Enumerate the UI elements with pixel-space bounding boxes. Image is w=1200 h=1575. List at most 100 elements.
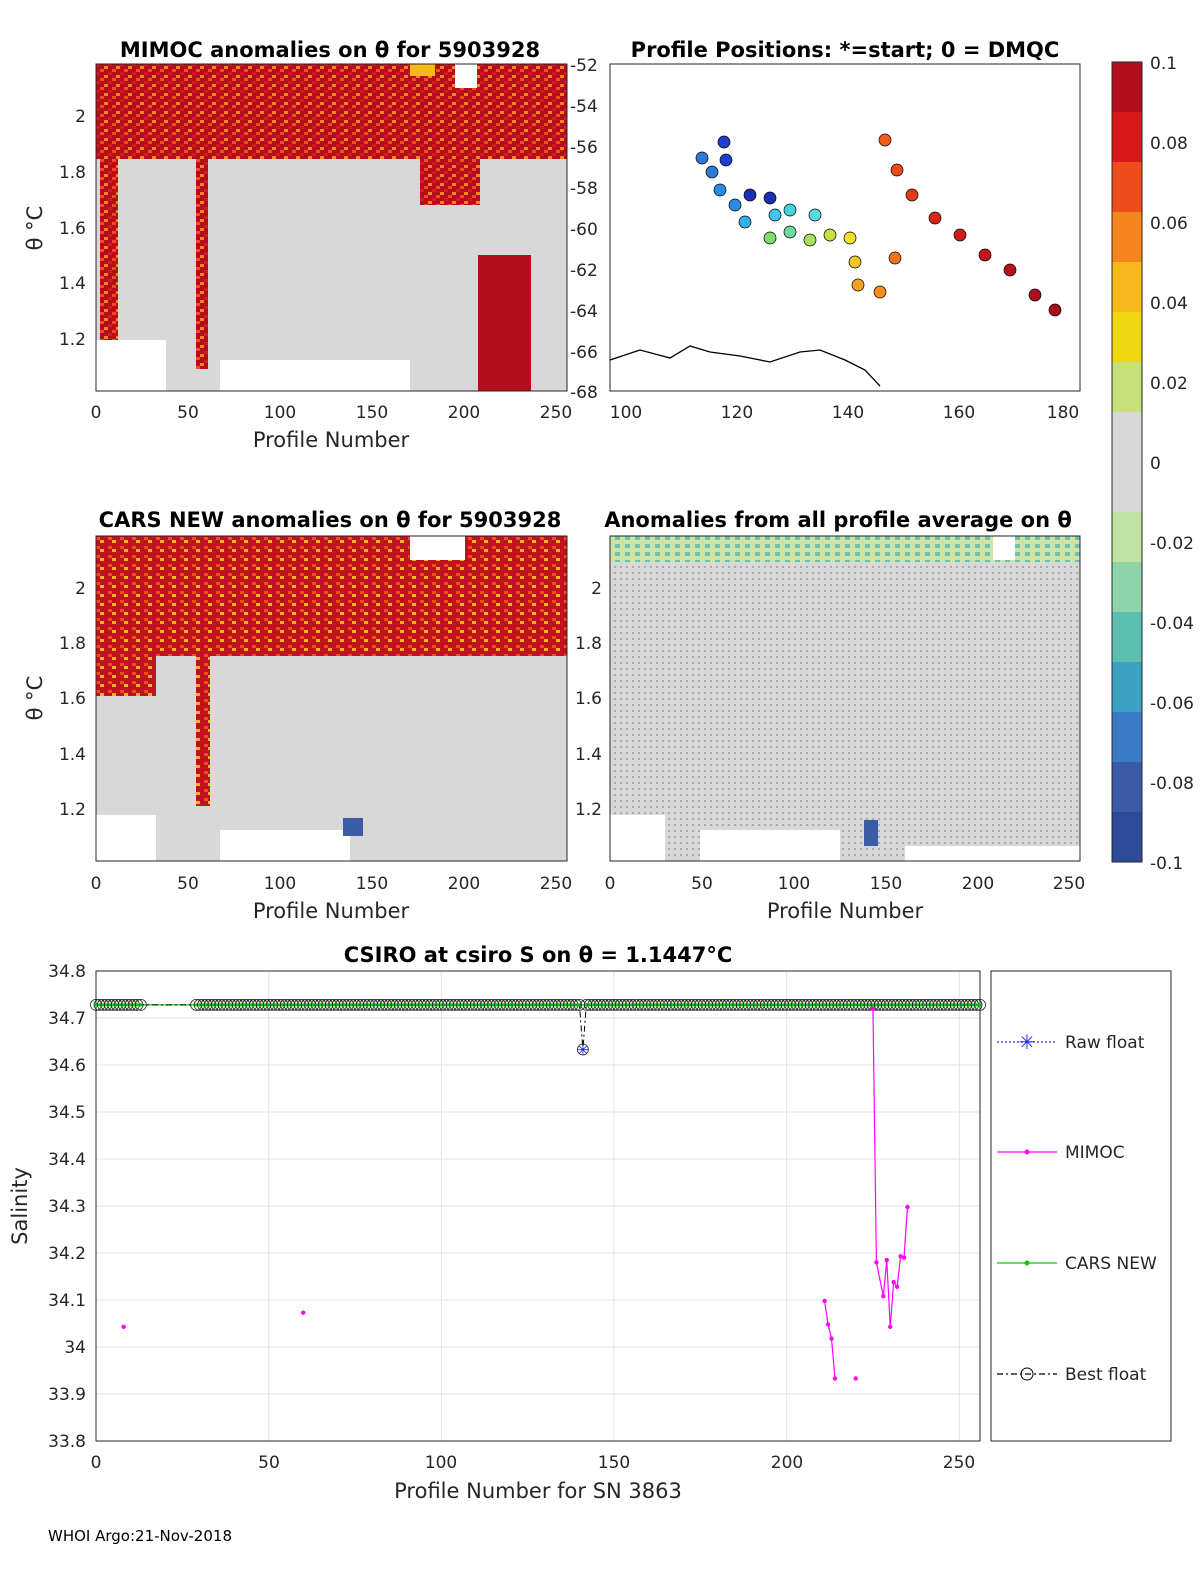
best-float-point	[970, 998, 983, 1011]
cars-ytick: 2	[75, 579, 86, 599]
cars-new-point	[225, 1003, 229, 1007]
cars-new-point	[263, 1003, 267, 1007]
cars-new-point	[968, 1003, 972, 1007]
antarctic-coastline	[609, 345, 881, 387]
cars-new-point	[550, 1003, 554, 1007]
cars-new-point	[823, 1003, 827, 1007]
allavg-heatmap	[610, 536, 1080, 861]
cars-new-point	[391, 1003, 395, 1007]
cars-new-point	[936, 1003, 941, 1007]
colorbar: 0.1 0.08 0.06 0.04 0.02 0 -0.02 -0.04 -0…	[1111, 54, 1194, 874]
cars-new-point	[467, 1003, 471, 1007]
salinity-title: CSIRO at csiro S on θ = 1.1447°C	[344, 943, 733, 967]
cars-new-point	[677, 1003, 682, 1007]
mimoc-axes-box	[95, 63, 568, 392]
cars-new-point	[367, 1003, 371, 1007]
cars-new-point	[719, 1003, 723, 1007]
cars-new-point	[315, 1003, 319, 1007]
cars-new-point	[239, 1003, 243, 1007]
mimoc-xtick: 150	[356, 403, 388, 423]
colorbar-band	[1112, 562, 1142, 613]
cars-new-point	[840, 1003, 844, 1007]
mimoc-panel: MIMOC anomalies on θ for 5903928 θ °C Pr…	[23, 38, 572, 452]
cars-new-point	[926, 1003, 930, 1007]
cars-new-point	[301, 1003, 305, 1007]
cars-new-point	[494, 1003, 499, 1007]
cars-new-point	[809, 1003, 813, 1007]
best-float-point	[131, 998, 144, 1011]
cars-new-point	[418, 1003, 423, 1007]
cars-new-point	[819, 1003, 823, 1007]
positions-axes-box	[609, 63, 1081, 392]
cars-new-point	[909, 1003, 913, 1007]
cars-new-point	[657, 1003, 661, 1007]
cars-new-point	[577, 1003, 582, 1007]
legend-box	[990, 970, 1172, 1442]
positions-panel: Profile Positions: *=start; 0 = DMQC	[570, 38, 1081, 423]
cars-new-point	[619, 1003, 623, 1007]
cars-new-point	[971, 1003, 975, 1007]
cars-new-point	[778, 1003, 782, 1007]
cars-new-point	[291, 1003, 295, 1007]
cars-new-point	[218, 1003, 222, 1007]
cars-new-point	[923, 1003, 927, 1007]
mimoc-title: MIMOC anomalies on θ for 5903928	[120, 38, 540, 62]
colorbar-tick: -0.08	[1150, 774, 1194, 794]
salinity-ytick: 34.8	[48, 962, 86, 982]
cars-new-point	[222, 1003, 226, 1007]
salinity-ylabel: Salinity	[8, 1167, 32, 1245]
footer-text: WHOI Argo:21-Nov-2018	[48, 1527, 232, 1545]
cars-new-point	[484, 1003, 488, 1007]
cars-new-point	[194, 1003, 198, 1007]
cars-new-point	[125, 1003, 129, 1007]
cars-new-point	[816, 1003, 820, 1007]
cars-new-point	[974, 1003, 979, 1007]
colorbar-band	[1112, 462, 1142, 513]
cars-new-point	[332, 1003, 336, 1007]
salinity-ytick: 34.5	[48, 1103, 86, 1123]
cars-new-point	[422, 1003, 426, 1007]
cars-new-point	[905, 1003, 910, 1007]
cars-new-point	[698, 1003, 702, 1007]
cars-new-point	[608, 1003, 613, 1007]
cars-xtick: 200	[448, 874, 480, 894]
mimoc-ytick: 1.8	[59, 163, 86, 183]
cars-new-point	[512, 1003, 516, 1007]
cars-new-point	[843, 1003, 847, 1007]
cars-new-point	[560, 1003, 564, 1007]
colorbar-box	[1111, 61, 1143, 863]
cars-new-point	[871, 1003, 875, 1007]
mimoc-segment	[824, 1300, 829, 1325]
cars-new-point	[930, 1003, 934, 1007]
legend-label: CARS NEW	[1065, 1254, 1157, 1274]
cars-new-point	[294, 1003, 298, 1007]
cars-new-point	[581, 1047, 585, 1052]
salinity-panel: CSIRO at csiro S on θ = 1.1447°C ✳ 0 50 …	[8, 943, 986, 1503]
colorbar-tick: 0.02	[1150, 374, 1188, 394]
cars-panel: CARS NEW anomalies on θ for 5903928 θ °C…	[23, 508, 572, 923]
colorbar-band	[1112, 112, 1142, 163]
cars-new-point	[553, 1003, 557, 1007]
cars-new-point	[260, 1003, 264, 1007]
cars-new-point	[633, 1003, 637, 1007]
cars-new-point	[470, 1003, 474, 1007]
mimoc-ytick: 1.4	[59, 274, 86, 294]
salinity-ytick: 34	[64, 1338, 86, 1358]
cars-new-point	[432, 1003, 437, 1007]
cars-new-point	[574, 1003, 578, 1007]
cars-new-point	[450, 1003, 454, 1007]
cars-new-point	[370, 1003, 374, 1007]
cars-new-point	[895, 1003, 899, 1007]
cars-new-point	[847, 1003, 851, 1007]
cars-new-point	[405, 1003, 409, 1007]
cars-new-point	[298, 1003, 302, 1007]
cars-new-point	[204, 1003, 209, 1007]
cars-new-point	[325, 1003, 329, 1007]
cars-new-point	[591, 1003, 595, 1007]
cars-new-point	[546, 1003, 550, 1007]
cars-new-point	[829, 1003, 834, 1007]
cars-new-point	[602, 1003, 606, 1007]
salinity-xtick: 0	[91, 1453, 102, 1473]
salinity-xlabel: Profile Number for SN 3863	[394, 1479, 682, 1503]
cars-new-point	[128, 1003, 133, 1007]
